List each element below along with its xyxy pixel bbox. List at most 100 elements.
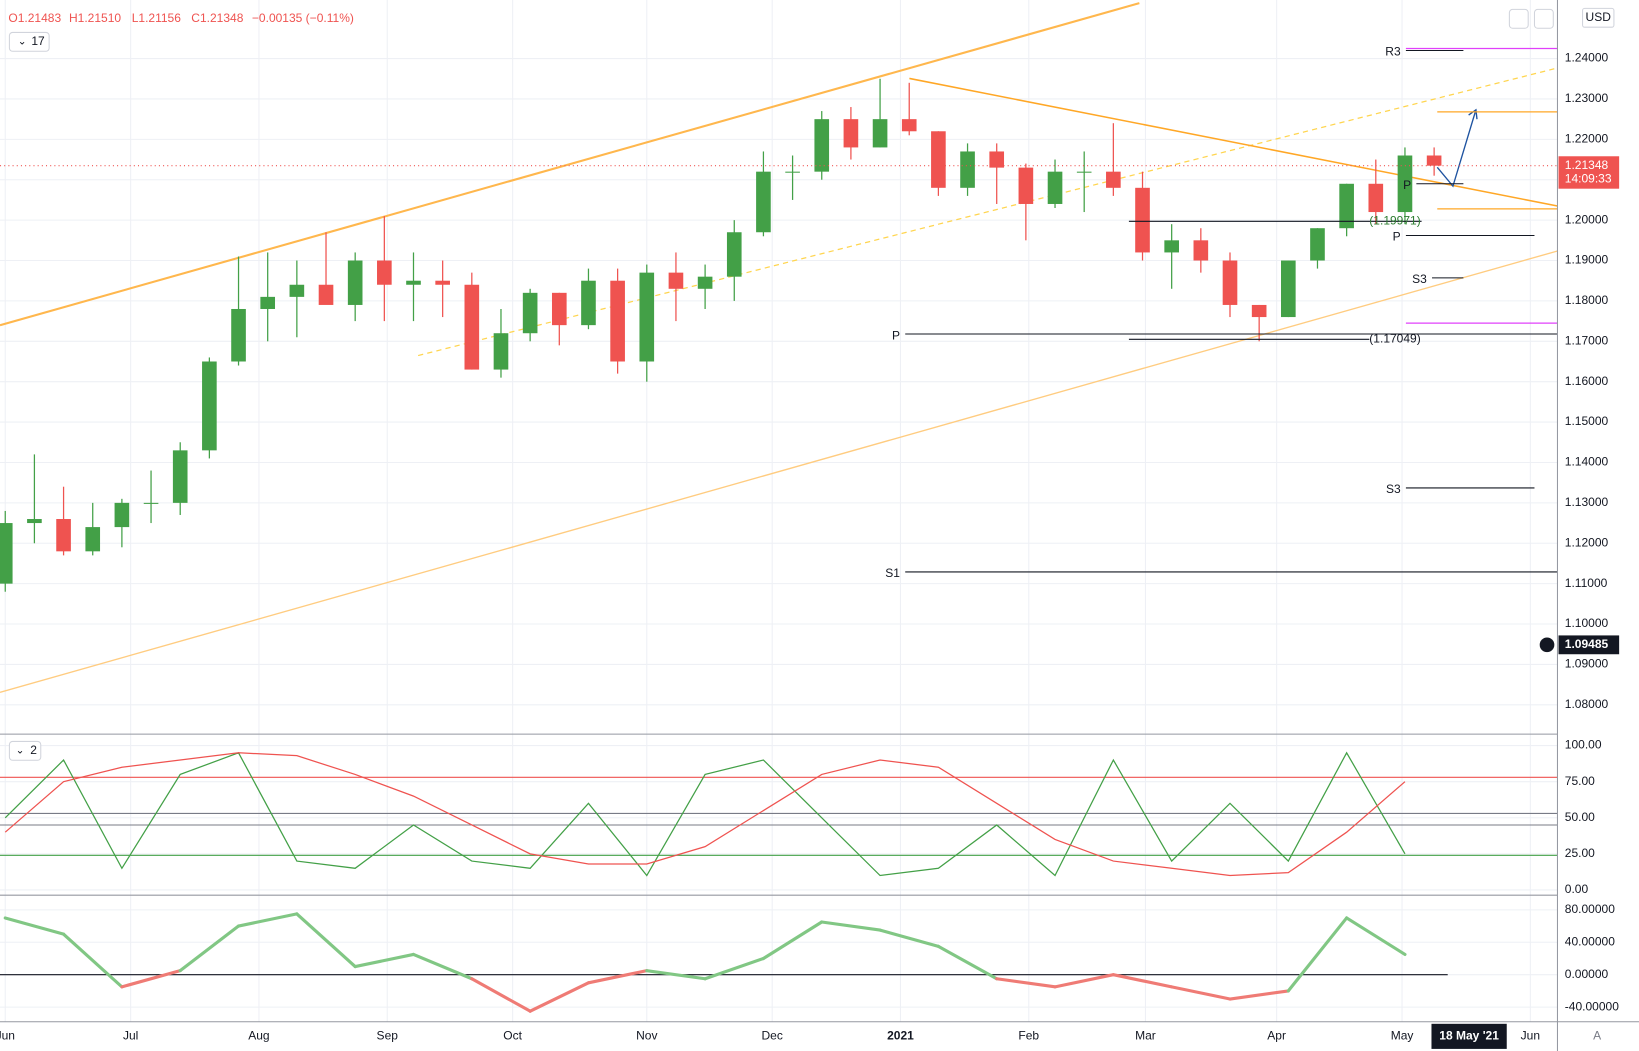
y-tick-label: 1.09000 xyxy=(1565,657,1609,671)
y-tick-label: 1.19000 xyxy=(1565,253,1609,267)
x-tick-label: Oct xyxy=(503,1029,522,1043)
candle-body xyxy=(843,119,859,148)
pivot-label: P xyxy=(1403,178,1411,192)
candle-body xyxy=(1193,240,1209,261)
candle-body xyxy=(960,151,975,188)
auto-scale[interactable]: A xyxy=(1593,1029,1601,1043)
cursor-tag-label: 1.09485 xyxy=(1565,637,1609,651)
y-tick-label: 1.22000 xyxy=(1565,132,1609,146)
y-tick-label: 1.13000 xyxy=(1565,495,1609,509)
drawings xyxy=(0,2,1558,693)
chevron: ⌄ xyxy=(18,37,27,48)
candle-body xyxy=(697,276,713,289)
plot: R3 P P S3 P S3 S1 (1.19971) (1.17049) xyxy=(0,45,1558,1013)
momentum-segment xyxy=(761,920,824,961)
price-countdown: 14:09:33 xyxy=(1565,171,1612,185)
trend-line xyxy=(909,77,1558,207)
momentum-segment xyxy=(1286,916,1349,993)
axes: Jun Jul Aug Sep Oct Nov Dec 2021 Feb Mar Apr May Jun… xyxy=(0,51,1619,1049)
y-tick-label: 1.16000 xyxy=(1565,374,1609,388)
x-tick-label: Nov xyxy=(636,1029,657,1043)
candle-body xyxy=(464,284,480,370)
support-label: (1.19971) xyxy=(1369,213,1420,227)
candle-body xyxy=(931,131,946,188)
y-tick-label: 1.20000 xyxy=(1565,212,1609,226)
momentum-segment xyxy=(820,920,882,932)
candle-body xyxy=(1426,155,1442,166)
candle-body xyxy=(726,232,742,277)
candle-body xyxy=(639,272,655,362)
candle-body xyxy=(1251,304,1267,318)
momentum-segment xyxy=(1111,973,1174,989)
download-button[interactable] xyxy=(1508,8,1529,29)
currency-box[interactable] xyxy=(1582,7,1615,28)
y-tick-label: 80.00000 xyxy=(1565,902,1615,916)
candle-body xyxy=(289,284,305,297)
ohlc-high: H1.21510 xyxy=(69,11,121,25)
candle-body xyxy=(1164,240,1179,253)
x-tick-label: Feb xyxy=(1018,1029,1039,1043)
pivot-label: S3 xyxy=(1386,482,1401,496)
oscillator-line xyxy=(4,752,1406,877)
x-tick-label: Jun xyxy=(1521,1029,1540,1043)
momentum-segment xyxy=(1345,916,1407,957)
candle-body xyxy=(377,260,392,285)
candle-body xyxy=(1018,167,1034,204)
momentum-segment xyxy=(62,932,124,989)
candle-body xyxy=(143,502,159,504)
candle-body xyxy=(318,284,334,305)
candle-body xyxy=(1222,260,1238,305)
momentum-segment xyxy=(178,924,241,973)
candle-body xyxy=(347,260,363,305)
candle-body xyxy=(756,171,771,233)
candle-body xyxy=(231,308,246,362)
x-tick-label: May xyxy=(1391,1029,1414,1043)
indicator-toggle[interactable] xyxy=(8,740,42,761)
candle-body xyxy=(1280,260,1296,318)
momentum-segment xyxy=(1228,989,1290,1001)
currency: USD xyxy=(1586,10,1612,24)
cursor-tag xyxy=(1558,635,1620,655)
momentum-segment xyxy=(353,952,416,969)
candle-body xyxy=(406,280,421,285)
y-tick-label: 1.14000 xyxy=(1565,455,1609,469)
pivot-label: R3 xyxy=(1385,45,1401,59)
ohlc-open: O1.21483 xyxy=(8,11,61,25)
indicator-toggle[interactable] xyxy=(8,31,50,52)
y-tick-label: 1.23000 xyxy=(1565,91,1609,105)
date-tag-label: 18 May '21 xyxy=(1439,1029,1499,1043)
candle-body xyxy=(114,502,130,528)
x-tick-label: Dec xyxy=(761,1029,782,1043)
x-tick-label: Mar xyxy=(1135,1029,1156,1043)
candle-body xyxy=(872,119,888,148)
y-tick-label: 1.18000 xyxy=(1565,293,1609,307)
price-tag-label: 1.21348 xyxy=(1565,158,1609,172)
candle-body xyxy=(1106,171,1121,188)
candle-body xyxy=(0,523,13,584)
y-tick-label: 50.00 xyxy=(1565,810,1595,824)
momentum-segment xyxy=(528,981,591,1013)
candle-body xyxy=(581,280,596,326)
y-tick-label: 1.15000 xyxy=(1565,414,1609,428)
candle-body xyxy=(989,151,1005,168)
pivot-label: S3 xyxy=(1412,272,1427,286)
momentum-segment xyxy=(995,977,1057,989)
candle-body xyxy=(202,361,217,451)
arrow-head xyxy=(1468,108,1478,120)
y-tick-label: 1.24000 xyxy=(1565,51,1609,65)
candle-body xyxy=(85,527,101,552)
x-tick-label: Jun xyxy=(0,1029,15,1043)
candle-body xyxy=(27,519,42,524)
fullscreen-button[interactable] xyxy=(1533,8,1554,29)
y-tick-label: 0.00000 xyxy=(1565,967,1609,981)
candle-body xyxy=(1310,228,1325,261)
y-tick-label: -40.00000 xyxy=(1565,999,1619,1013)
y-tick-label: 1.10000 xyxy=(1565,616,1609,630)
candle-body xyxy=(1339,183,1354,229)
momentum-segment xyxy=(236,912,299,928)
pivot-label: P xyxy=(1393,230,1401,244)
y-tick-label: 1.11000 xyxy=(1565,576,1608,590)
x-tick-label: Apr xyxy=(1267,1029,1286,1043)
